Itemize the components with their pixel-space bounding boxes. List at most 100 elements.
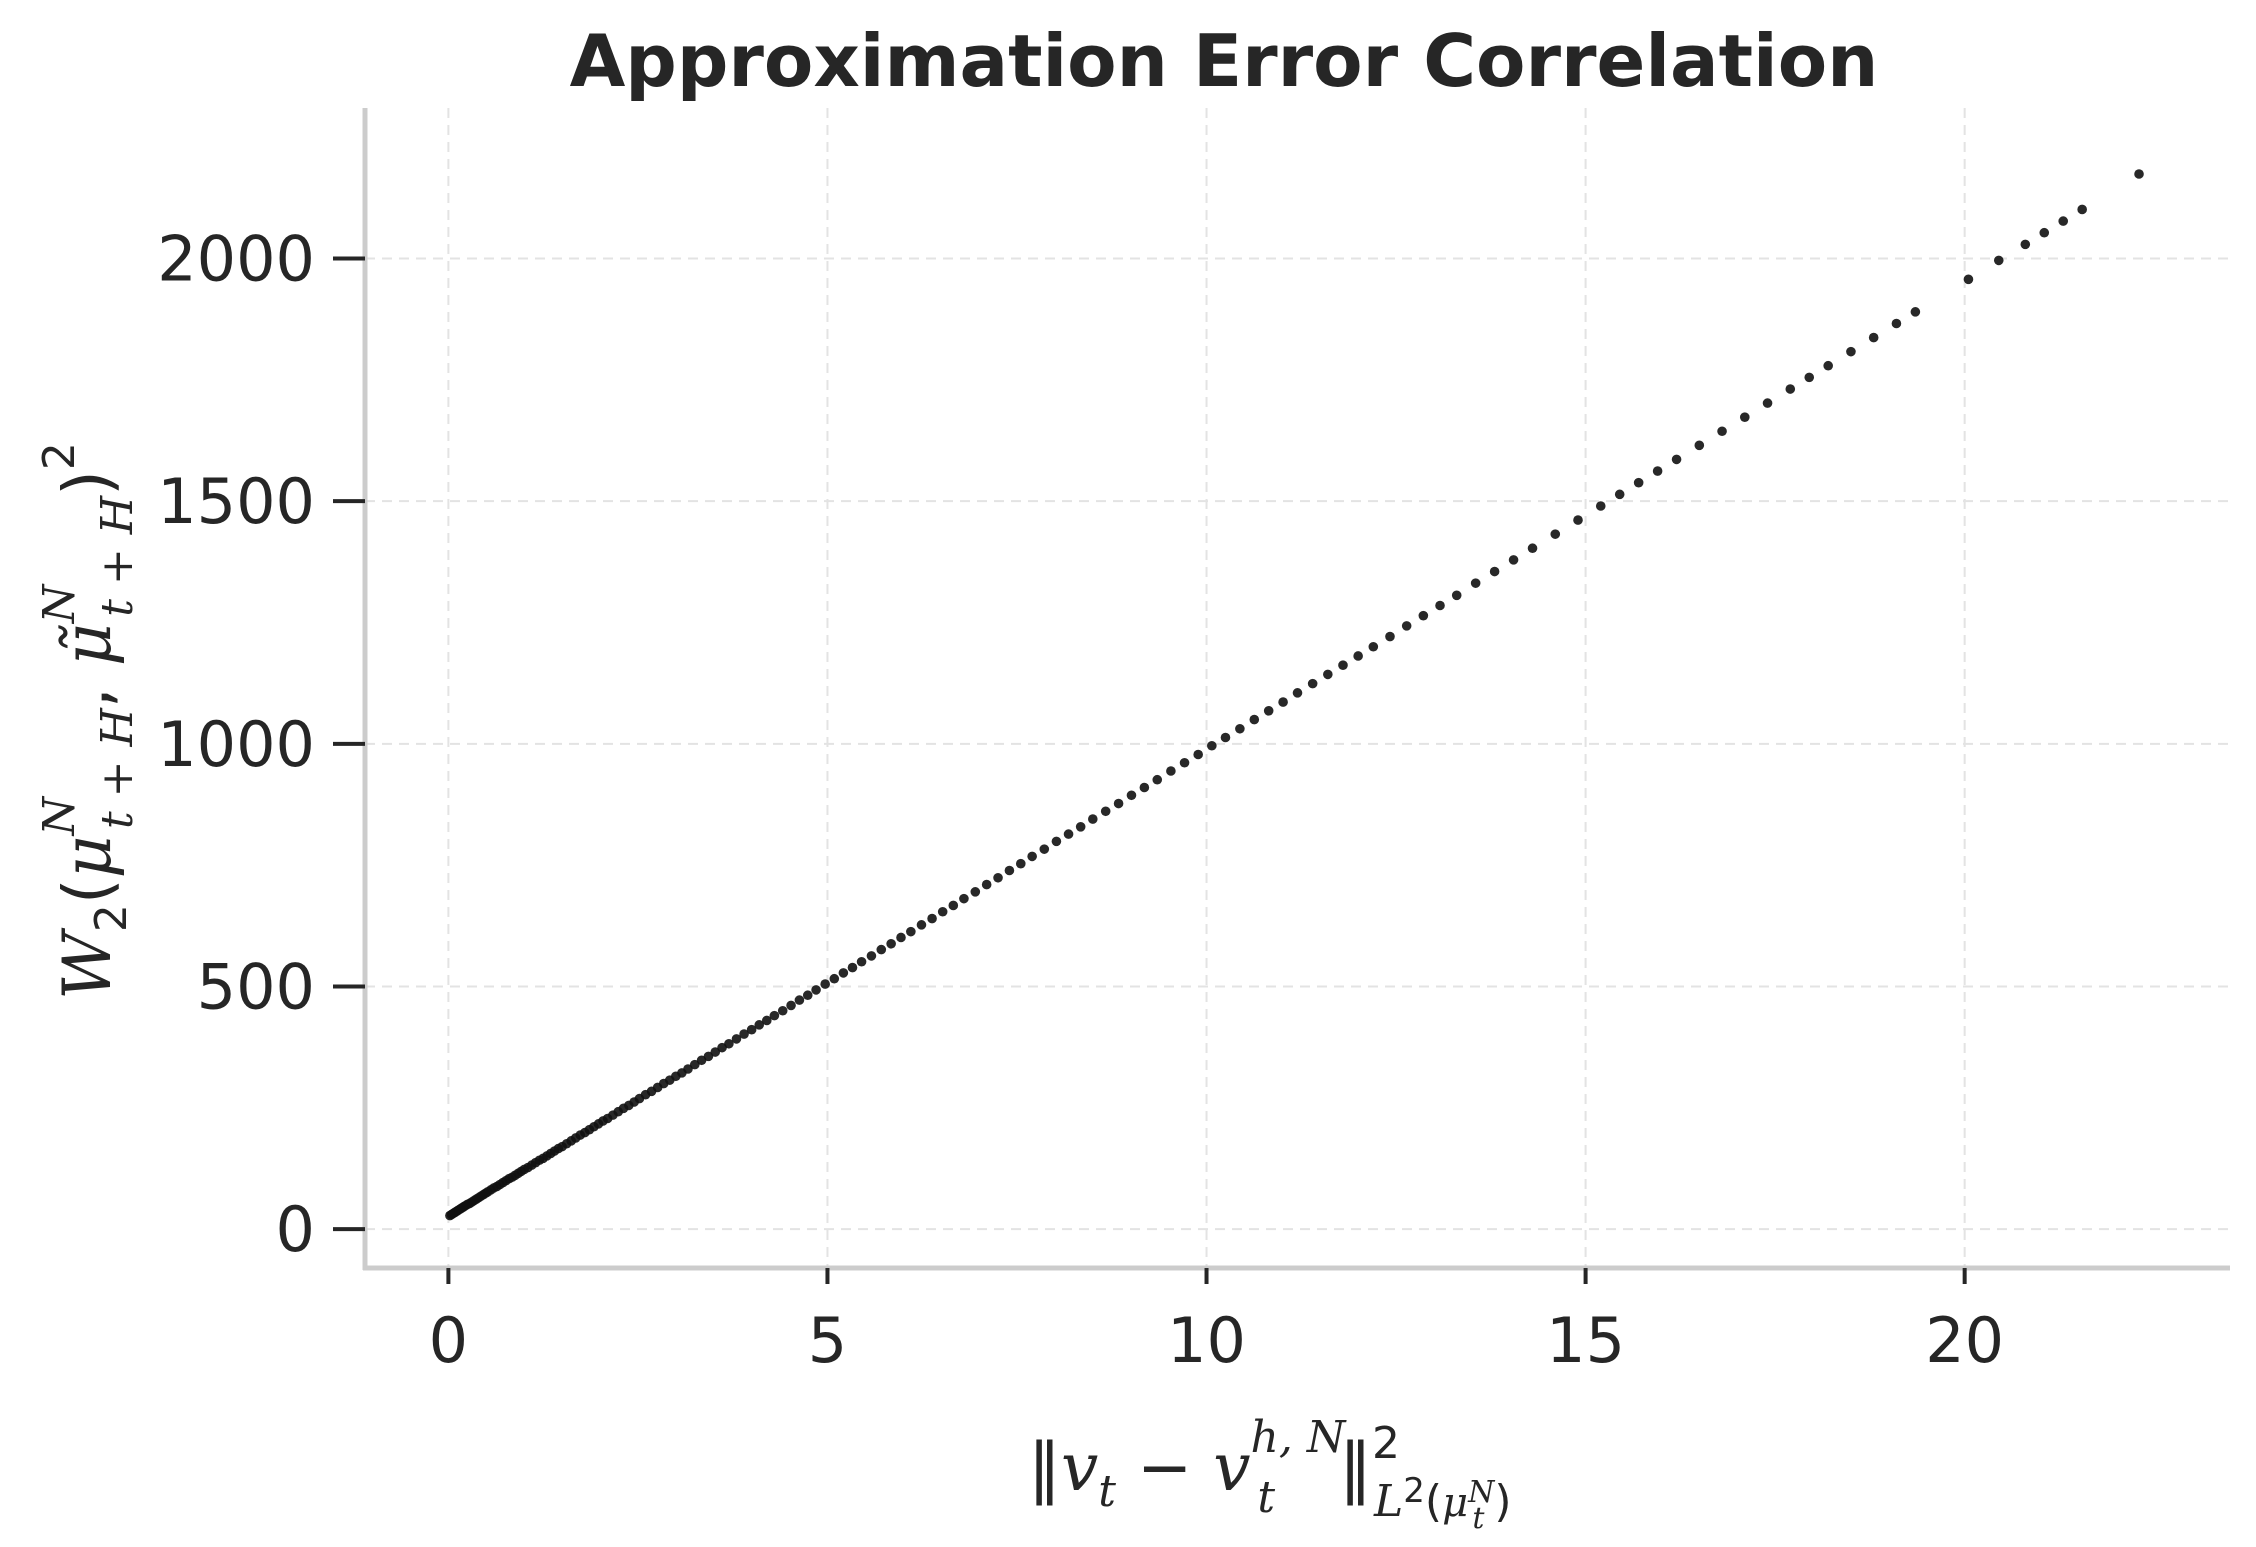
data-point (1823, 360, 1833, 371)
data-point (739, 1029, 749, 1039)
data-point (1166, 766, 1176, 776)
data-point (1963, 274, 1974, 285)
data-point (1785, 384, 1796, 394)
data-point (1263, 706, 1274, 716)
data-point (1508, 555, 1519, 565)
y-tick-label: 1000 (157, 708, 315, 781)
data-point (1139, 782, 1150, 793)
data-point (710, 1047, 721, 1057)
data-point (689, 1059, 700, 1070)
data-point (1614, 489, 1625, 500)
data-point (856, 956, 867, 967)
data-point (1451, 590, 1462, 601)
data-point (927, 913, 937, 924)
x-tick-label: 5 (808, 1304, 847, 1377)
data-point (2134, 169, 2144, 179)
data-point (762, 1015, 772, 1026)
data-point (794, 995, 805, 1005)
y-tick-label: 0 (276, 1193, 315, 1266)
data-point (1235, 723, 1245, 734)
data-point (948, 900, 959, 911)
data-point (896, 932, 906, 943)
data-point (1694, 440, 1705, 451)
data-point (1910, 307, 1921, 317)
data-point (1100, 806, 1111, 817)
data-point (1550, 529, 1561, 539)
data-point (1368, 641, 1379, 652)
data-point (906, 926, 916, 937)
data-point (1220, 732, 1231, 743)
data-point (746, 1024, 757, 1035)
data-point (1075, 822, 1086, 832)
data-point (937, 906, 948, 917)
data-point (1015, 858, 1026, 869)
y-tick-label: 500 (197, 950, 315, 1023)
data-point (1338, 660, 1348, 670)
data-point (786, 1000, 796, 1011)
data-point (1126, 790, 1137, 801)
data-point (2058, 216, 2069, 226)
data-point (802, 990, 813, 1001)
data-point (811, 985, 821, 995)
data-point (777, 1005, 788, 1016)
data-point (1762, 398, 1773, 408)
data-point (724, 1038, 734, 1049)
data-point (731, 1034, 742, 1044)
data-point (1671, 454, 1682, 465)
data-point (838, 968, 849, 978)
data-point (1418, 610, 1429, 621)
data-points (445, 169, 2144, 1221)
data-point (1323, 669, 1333, 680)
data-point (820, 979, 830, 989)
data-point (1573, 515, 1583, 525)
data-point (1152, 774, 1163, 785)
data-point (1868, 332, 1879, 343)
x-tick-label: 10 (1167, 1304, 1246, 1377)
axes (333, 108, 2230, 1284)
data-point (981, 879, 992, 890)
data-point (1717, 426, 1727, 437)
data-point (1292, 688, 1303, 698)
data-point (1039, 844, 1050, 854)
data-point (754, 1020, 765, 1030)
data-point (1249, 714, 1260, 725)
x-tick-label: 0 (429, 1304, 468, 1377)
data-point (1088, 814, 1098, 824)
data-point (1113, 798, 1124, 809)
data-point (1470, 578, 1481, 588)
y-tick-label: 1500 (157, 465, 315, 538)
data-point (1633, 477, 1644, 488)
data-point (1595, 501, 1606, 511)
data-point (1993, 255, 2004, 266)
data-point (1527, 543, 1538, 554)
data-point (876, 944, 887, 955)
data-point (1804, 372, 1815, 383)
data-point (970, 887, 981, 897)
y-axis-label: W2(μN t + H, μ̃N t + H)2 (34, 442, 143, 1000)
data-point (1051, 836, 1062, 847)
data-point (1207, 740, 1217, 751)
data-point (1353, 651, 1363, 661)
data-point (683, 1064, 693, 1074)
data-point (1385, 631, 1395, 642)
x-tick-label: 15 (1546, 1304, 1625, 1377)
data-point (993, 872, 1003, 883)
data-point (959, 893, 969, 904)
data-point (1652, 466, 1663, 476)
grid-lines (365, 108, 2230, 1268)
data-point (2077, 204, 2087, 215)
data-point (769, 1010, 780, 1021)
chart-title: Approximation Error Correlation (570, 19, 1879, 103)
data-point (1307, 678, 1318, 689)
data-point (847, 962, 858, 973)
tick-labels: 0 5 10 15 20 0 500 1000 1500 2000 (157, 222, 2004, 1377)
data-point (1401, 621, 1412, 631)
data-point (1004, 865, 1015, 876)
data-point (1846, 346, 1856, 357)
data-point (1278, 697, 1288, 707)
data-point (1063, 829, 1074, 839)
data-point (1891, 318, 1902, 329)
data-point (1739, 412, 1750, 422)
